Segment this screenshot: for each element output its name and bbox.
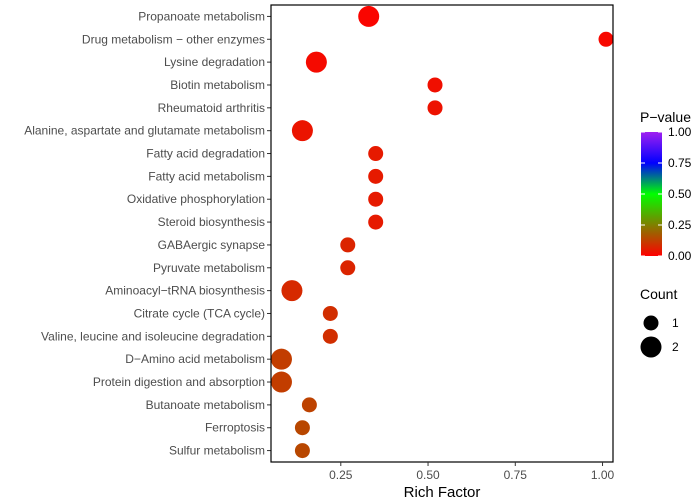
data-point: [598, 31, 614, 47]
count-legend-label: 2: [672, 340, 679, 354]
data-point: [368, 168, 384, 184]
plot-panel-border: [270, 4, 614, 463]
y-tick-label: Alanine, aspartate and glutamate metabol…: [24, 124, 265, 138]
count-legend-symbol: [643, 315, 659, 331]
p-value-color-bar: [641, 132, 662, 256]
data-point: [322, 305, 338, 321]
y-tick-label: GABAergic synapse: [158, 238, 266, 252]
x-tick-label: 1.00: [591, 468, 615, 482]
y-tick-label: Protein digestion and absorption: [93, 375, 265, 389]
p-value-legend: P−value 1.00 0.75 0.50 0.25 0.00: [640, 109, 692, 263]
data-point: [270, 348, 292, 370]
data-points: [270, 5, 614, 459]
y-tick-label: Aminoacyl−tRNA biosynthesis: [105, 284, 265, 298]
data-point: [322, 328, 338, 344]
p-value-tick-label: 0.00: [668, 249, 692, 263]
p-value-legend-title: P−value: [640, 109, 691, 125]
data-point: [340, 237, 356, 253]
x-tick-label: 0.75: [504, 468, 528, 482]
y-tick-label: Pyruvate metabolism: [153, 261, 265, 275]
x-tick-label: 0.25: [329, 468, 353, 482]
x-axis-title: Rich Factor: [404, 484, 481, 501]
y-tick-label: Propanoate metabolism: [138, 9, 265, 23]
y-tick-label: Biotin metabolism: [170, 78, 265, 92]
y-tick-label: Lysine degradation: [164, 55, 265, 69]
data-point: [427, 100, 443, 116]
p-value-tick-label: 1.00: [668, 125, 692, 139]
y-tick-label: Steroid biosynthesis: [158, 215, 265, 229]
y-tick-label: Valine, leucine and isoleucine degradati…: [41, 329, 265, 343]
p-value-legend-ticks: 1.00 0.75 0.50 0.25 0.00: [641, 125, 692, 263]
y-axis-labels: Propanoate metabolism Drug metabolism − o…: [24, 9, 265, 457]
data-point: [305, 51, 327, 73]
p-value-tick-label: 0.25: [668, 218, 692, 232]
count-legend-entries: 12: [640, 315, 679, 358]
data-point: [294, 420, 310, 436]
data-point: [291, 120, 313, 142]
data-point: [358, 5, 380, 27]
p-value-tick-label: 0.50: [668, 187, 692, 201]
y-tick-label: Ferroptosis: [205, 421, 265, 435]
count-legend-title: Count: [640, 286, 677, 302]
count-legend-symbol: [640, 336, 662, 358]
data-point: [281, 280, 303, 302]
y-tick-label: Fatty acid degradation: [146, 147, 265, 161]
data-point: [368, 146, 384, 162]
y-tick-label: Butanoate metabolism: [146, 398, 265, 412]
data-point: [301, 397, 317, 413]
x-tick-label: 0.50: [416, 468, 440, 482]
data-point: [427, 77, 443, 93]
count-legend-label: 1: [672, 316, 679, 330]
p-value-tick-label: 0.75: [668, 156, 692, 170]
y-tick-label: Rheumatoid arthritis: [158, 101, 265, 115]
data-point: [294, 443, 310, 459]
y-tick-label: Citrate cycle (TCA cycle): [134, 306, 265, 320]
data-point: [270, 371, 292, 393]
x-axis-ticks: 0.25 0.50 0.75 1.00: [329, 462, 615, 482]
y-tick-label: Fatty acid metabolism: [148, 169, 265, 183]
y-tick-label: Drug metabolism − other enzymes: [82, 32, 265, 46]
data-point: [340, 260, 356, 276]
data-point: [368, 191, 384, 207]
data-point: [368, 214, 384, 230]
y-tick-label: D−Amino acid metabolism: [125, 352, 265, 366]
y-axis-ticks: [267, 15, 271, 452]
y-tick-label: Sulfur metabolism: [169, 444, 265, 458]
y-tick-label: Oxidative phosphorylation: [127, 192, 265, 206]
count-legend: Count 12: [640, 286, 679, 358]
